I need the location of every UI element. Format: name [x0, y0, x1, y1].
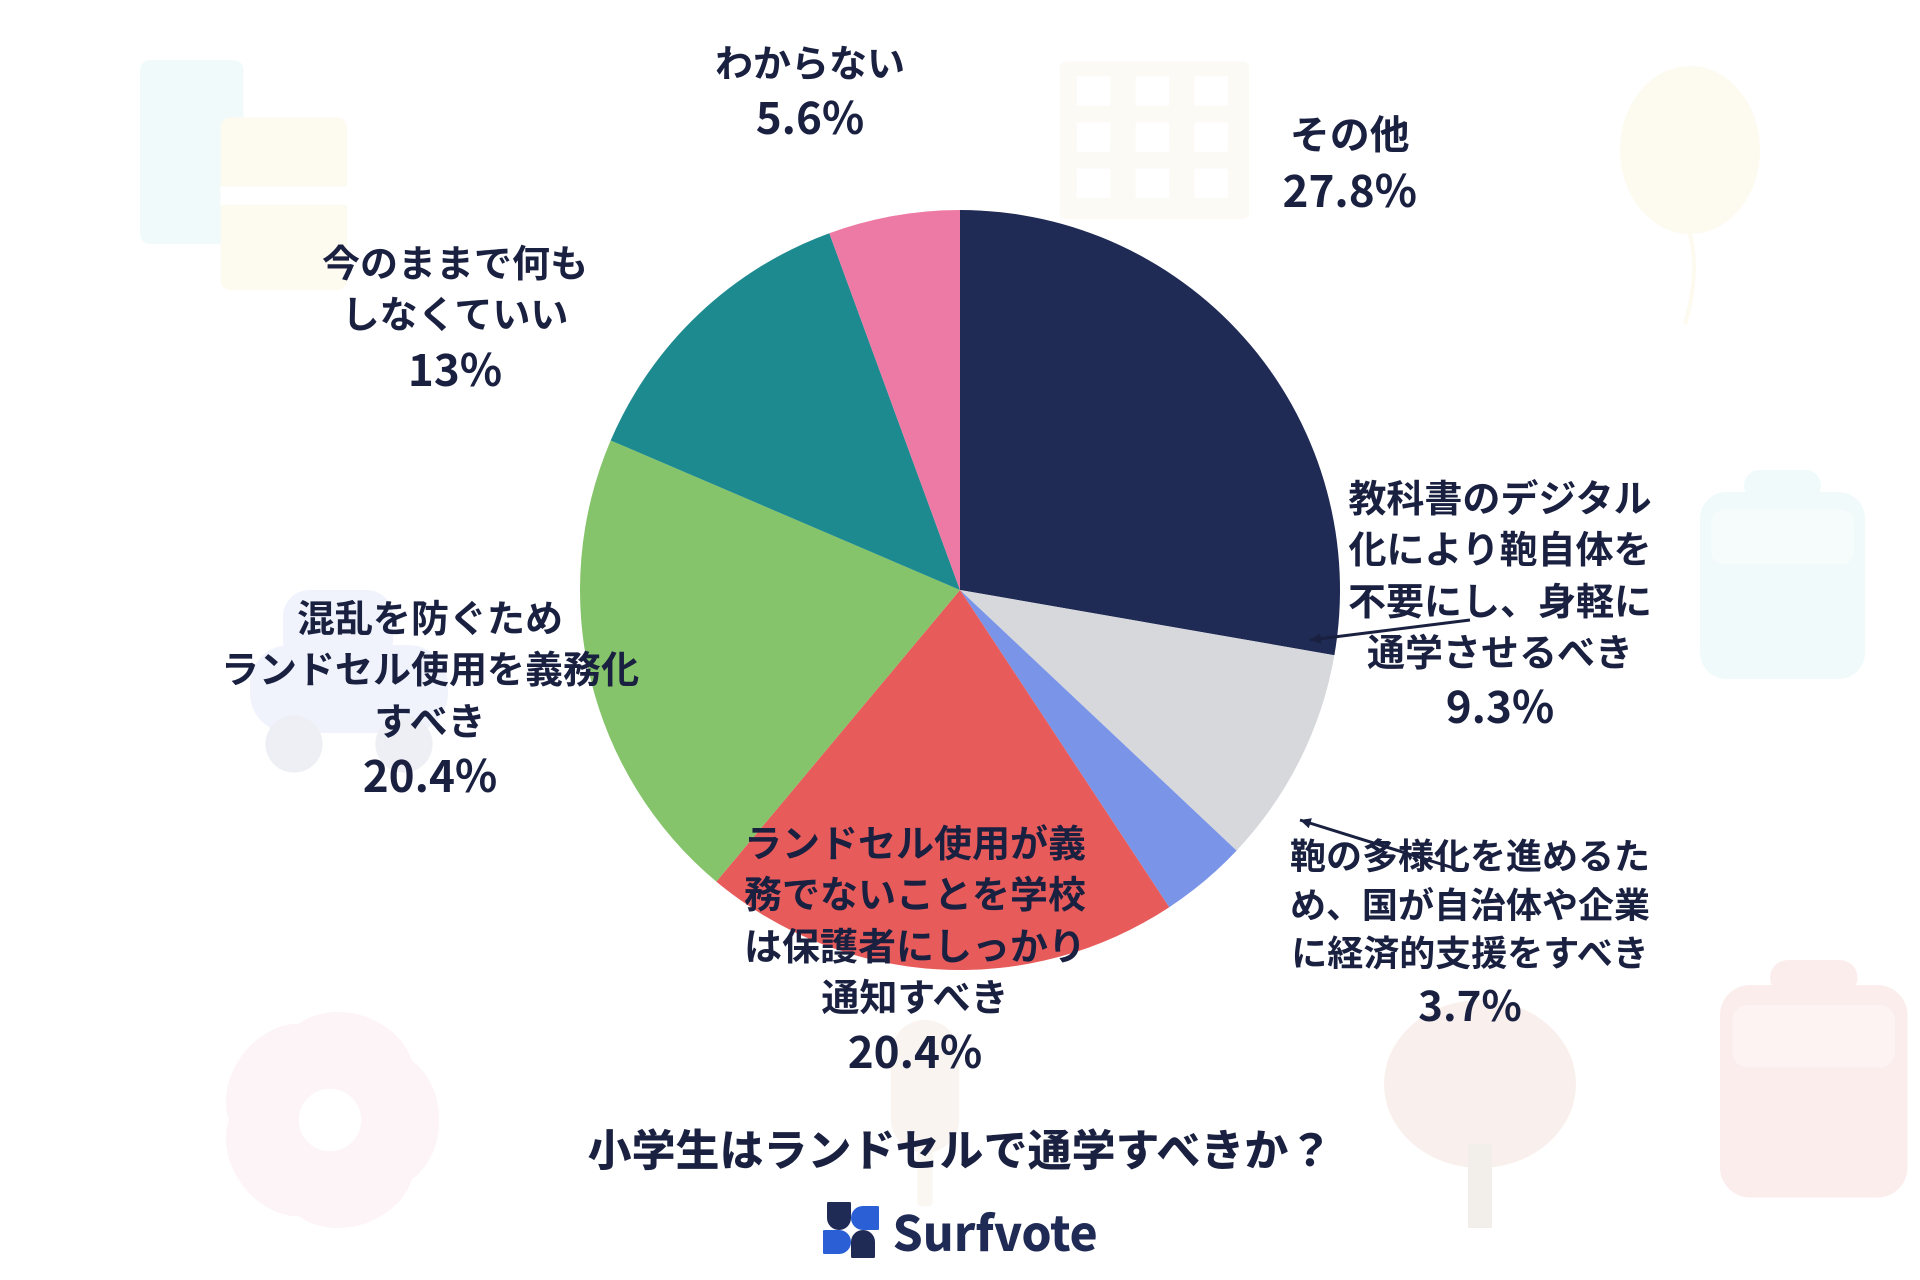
- label-text-digital: 教科書のデジタル 化により鞄自体を 不要にし、身軽に 通学させるべき: [1348, 468, 1652, 677]
- logo-text: Surfvote: [893, 1195, 1098, 1265]
- label-pct-govsupport: 3.7%: [1290, 976, 1650, 1033]
- label-text-notify: ランドセル使用が義 務でないことを学校 は保護者にしっかり 通知すべき: [744, 813, 1086, 1022]
- label-pct-other: 27.8%: [1283, 159, 1418, 218]
- label-mandate: 混乱を防ぐため ランドセル使用を義務化 すべき20.4%: [221, 590, 639, 803]
- label-asis: 今のままで何も しなくていい13%: [322, 235, 588, 397]
- label-digital: 教科書のデジタル 化により鞄自体を 不要にし、身軽に 通学させるべき9.3%: [1348, 470, 1652, 735]
- label-govsupport: 鞄の多様化を進めるた め、国が自治体や企業 に経済的支援をすべき3.7%: [1290, 830, 1650, 1032]
- chart-stage: その他27.8% 教科書のデジタル 化により鞄自体を 不要にし、身軽に 通学させる…: [0, 0, 1920, 1280]
- label-text-other: その他: [1290, 103, 1410, 161]
- label-text-asis: 今のままで何も しなくていい: [322, 233, 588, 339]
- arrow-head-1: [1300, 818, 1312, 828]
- chart-title: 小学生はランドセルで通学すべきか？: [588, 1115, 1333, 1179]
- label-text-mandate: 混乱を防ぐため ランドセル使用を義務化 すべき: [221, 588, 639, 746]
- label-pct-unknown: 5.6%: [715, 86, 905, 145]
- label-unknown: わからない5.6%: [715, 35, 905, 146]
- label-text-unknown: わからない: [715, 33, 905, 88]
- label-pct-mandate: 20.4%: [221, 744, 639, 803]
- label-pct-notify: 20.4%: [744, 1020, 1086, 1079]
- brand-logo: Surfvote: [823, 1195, 1098, 1265]
- label-pct-digital: 9.3%: [1348, 675, 1652, 734]
- label-notify: ランドセル使用が義 務でないことを学校 は保護者にしっかり 通知すべき20.4%: [744, 815, 1086, 1080]
- label-text-govsupport: 鞄の多様化を進めるた め、国が自治体や企業 に経済的支援をすべき: [1290, 828, 1650, 977]
- label-other: その他27.8%: [1283, 105, 1418, 218]
- label-pct-asis: 13%: [322, 338, 588, 397]
- logo-mark-icon: [823, 1202, 879, 1258]
